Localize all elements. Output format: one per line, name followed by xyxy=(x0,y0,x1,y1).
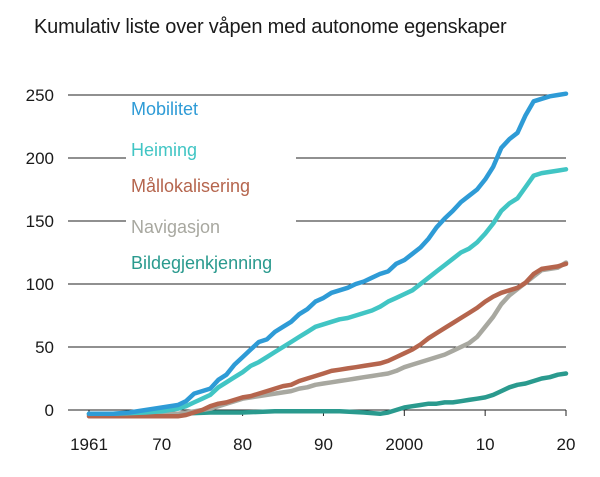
y-tick-label: 200 xyxy=(26,149,54,168)
y-tick-label: 0 xyxy=(45,401,54,420)
y-tick-label: 100 xyxy=(26,275,54,294)
legend-backdrop xyxy=(126,215,296,239)
legend-label-heiming: Heiming xyxy=(131,140,197,160)
x-tick-label: 80 xyxy=(233,435,252,454)
legend-backdrop xyxy=(126,251,296,275)
x-tick-label: 1961 xyxy=(70,435,108,454)
chart-title: Kumulativ liste over våpen med autonome … xyxy=(34,16,507,38)
legend-label-navigasjon: Navigasjon xyxy=(131,217,220,237)
x-tick-label: 90 xyxy=(314,435,333,454)
y-tick-label: 250 xyxy=(26,86,54,105)
legend: Mobilitet Heiming Mållokalisering Navigasjo… xyxy=(126,97,296,275)
legend-label-mållokalisering: Mållokalisering xyxy=(131,176,250,196)
series-line-heiming xyxy=(86,167,569,417)
series-lines xyxy=(86,91,569,419)
x-tick-label: 70 xyxy=(152,435,171,454)
y-tick-label: 50 xyxy=(35,338,54,357)
x-tick-label: 2000 xyxy=(385,435,423,454)
series-line-mållokalisering xyxy=(86,261,569,419)
x-axis-ticks: 1961 70 80 90 2000 10 20 xyxy=(70,410,575,454)
legend-label-bildegjenkjenning: Bildegjenkjenning xyxy=(131,253,272,273)
y-tick-label: 150 xyxy=(26,212,54,231)
x-tick-label: 20 xyxy=(557,435,576,454)
legend-label-mobilitet: Mobilitet xyxy=(131,99,198,119)
legend-backdrop xyxy=(126,174,296,198)
legend-backdrop xyxy=(126,97,296,121)
x-tick-label: 10 xyxy=(476,435,495,454)
legend-backdrop xyxy=(126,138,296,162)
series-line-mobilitet xyxy=(86,91,569,417)
y-axis-ticks: 0 50 100 150 200 250 xyxy=(26,86,54,420)
series-line-bildegjenkjenning xyxy=(86,371,569,417)
